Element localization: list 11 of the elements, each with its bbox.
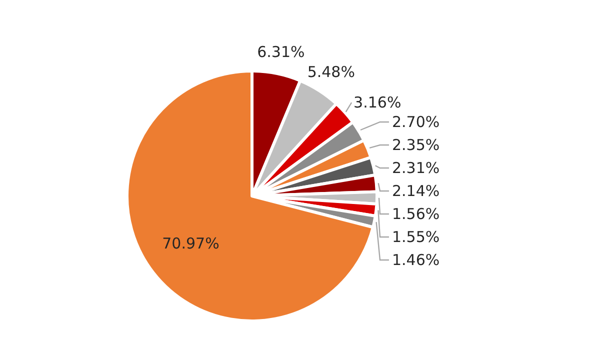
data-label: 2.31% xyxy=(392,159,440,177)
data-label: 1.56% xyxy=(392,205,440,223)
data-label: 2.70% xyxy=(392,113,440,131)
data-label: 70.97% xyxy=(162,234,220,252)
data-label: 6.31% xyxy=(257,42,305,61)
data-label: 1.46% xyxy=(392,251,440,269)
data-label: 2.14% xyxy=(392,182,440,200)
data-label: 5.48% xyxy=(307,63,355,82)
data-label: 3.16% xyxy=(354,94,402,112)
data-label: 1.55% xyxy=(392,228,440,246)
data-label: 2.35% xyxy=(392,136,440,154)
